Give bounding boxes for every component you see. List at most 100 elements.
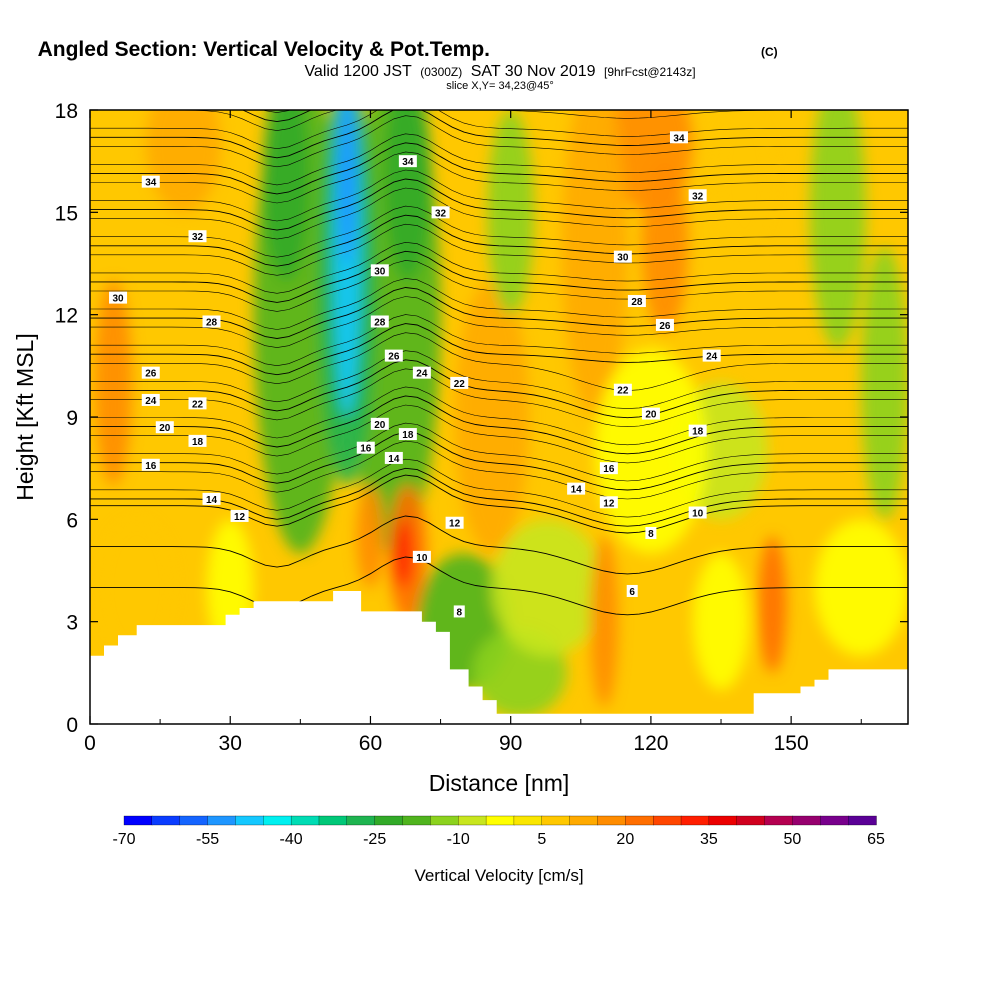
contour-label-bg — [431, 206, 450, 219]
contour-label-bg — [445, 516, 464, 529]
velocity-region — [562, 110, 628, 417]
isentrope-20 — [90, 323, 908, 376]
y-tick-label: 0 — [66, 714, 78, 737]
slice-note: slice X,Y= 34,23@45° — [446, 80, 554, 92]
colorbar-cell — [402, 815, 432, 826]
contour-label-bg — [599, 496, 618, 509]
isentrope-18 — [90, 359, 908, 419]
colorbar-tick-label: 5 — [537, 831, 546, 848]
contour-label-text: 22 — [192, 399, 204, 410]
contour-label-text: 30 — [112, 294, 124, 305]
contour-label-bg — [384, 451, 403, 464]
contour-label-bg — [669, 131, 688, 144]
colorbar-tick-label: 50 — [784, 831, 802, 848]
isentrope-30 — [90, 142, 908, 195]
isentrope-6 — [90, 556, 908, 616]
x-tick-label: 60 — [359, 732, 382, 755]
x-tick-label: 30 — [219, 732, 242, 755]
subtitle-forecast: [9hrFcst@2143z] — [604, 65, 696, 79]
contour-label-bg — [370, 417, 389, 430]
colorbar-cell — [179, 815, 209, 826]
contour-label-bg — [398, 155, 417, 168]
contour-label: 16 — [356, 441, 375, 455]
contour-label-text: 30 — [617, 253, 629, 264]
contour-label-bg — [655, 318, 674, 331]
subtitle-valid: Valid 1200 JST — [304, 63, 412, 80]
contour-label-text: 20 — [374, 420, 386, 431]
x-tick-label: 150 — [774, 732, 809, 755]
isentrope-minor — [90, 223, 908, 276]
isentrope-minor — [90, 133, 908, 186]
isentrope-minor — [90, 332, 908, 391]
contour-label-bg — [230, 509, 249, 522]
contour-label-bg — [356, 441, 375, 454]
colorbar-cell — [653, 815, 682, 826]
contour-label-bg — [613, 383, 632, 396]
contour-label-bg — [370, 315, 389, 328]
isentrope-28 — [90, 178, 908, 231]
contour-label-text: 18 — [192, 437, 204, 448]
contour-label-text: 16 — [360, 444, 372, 455]
contour-label: 26 — [141, 366, 160, 380]
contour-label-bg — [141, 366, 160, 379]
contour-label-bg — [384, 349, 403, 362]
contour-label: 6 — [626, 584, 638, 598]
contour-label: 24 — [702, 349, 721, 363]
isentrope-8 — [90, 515, 908, 575]
isentrope-16 — [90, 395, 908, 455]
colorbar-cell — [374, 815, 404, 826]
contour-label-bg — [688, 506, 707, 519]
colorbar-cell — [792, 815, 821, 826]
contour-label-bg — [188, 434, 207, 447]
plot-area: 34 32 30 28 26 24 22 20 18 16 14 12 34 32 30 28 26 24 22 20… — [90, 110, 908, 724]
contour-label: 26 — [655, 318, 674, 332]
contour-label: 22 — [613, 383, 632, 397]
isentrope-minor — [90, 241, 908, 294]
contour-label: 20 — [641, 407, 660, 421]
contour-label: 30 — [613, 250, 632, 264]
subtitle-date: SAT 30 Nov 2019 — [471, 63, 596, 80]
colorbar-ticks: -70 -55 -40 -25 -10 5 20 35 50 65 — [112, 831, 885, 848]
contour-label-text: 30 — [374, 266, 386, 277]
contour-label: 28 — [202, 315, 221, 328]
isentrope-minor — [90, 205, 908, 258]
colorbar-cell — [820, 815, 849, 826]
chart-title: Angled Section: Vertical Velocity & Pot.… — [38, 38, 490, 61]
contour-label-text: 32 — [192, 232, 204, 243]
isentrope-minor — [90, 386, 908, 446]
contour-label-text: 20 — [645, 410, 657, 421]
contour-label: 14 — [202, 492, 221, 506]
contour-label: 32 — [431, 206, 450, 219]
colorbar — [123, 815, 877, 826]
colorbar-tick-label: -55 — [196, 831, 219, 848]
contour-label-bg — [627, 295, 646, 308]
contour-label-bg — [567, 482, 586, 495]
contour-label-text: 28 — [206, 317, 218, 328]
isentrope-minor — [90, 440, 908, 500]
contour-label: 8 — [645, 526, 657, 540]
contour-label: 20 — [155, 421, 174, 434]
contour-label-bg — [641, 407, 660, 420]
velocity-region — [262, 110, 310, 281]
colorbar-cell — [235, 815, 264, 826]
contour-label: 34 — [669, 131, 688, 144]
colorbar-tick-label: 20 — [616, 831, 634, 848]
isentrope-22 — [90, 287, 908, 339]
velocity-region — [716, 110, 773, 247]
isentrope-minor — [90, 278, 908, 330]
colorbar-cell — [263, 815, 292, 826]
colorbar-cell — [458, 815, 487, 826]
isentrope-32 — [90, 110, 908, 159]
isentrope-minor — [90, 169, 908, 222]
isentrope-minor — [90, 350, 908, 409]
contour-label-bg — [453, 605, 465, 618]
contour-label: 12 — [599, 496, 618, 509]
contour-label-text: 24 — [416, 369, 428, 380]
contour-label: 34 — [141, 175, 160, 189]
contour-label-bg — [141, 458, 160, 471]
contour-label-bg — [398, 428, 417, 441]
potential-temperature-contours — [90, 110, 908, 616]
isentrope-12 — [90, 467, 908, 527]
y-tick-label: 18 — [55, 100, 78, 123]
contour-label-bg — [450, 376, 469, 389]
